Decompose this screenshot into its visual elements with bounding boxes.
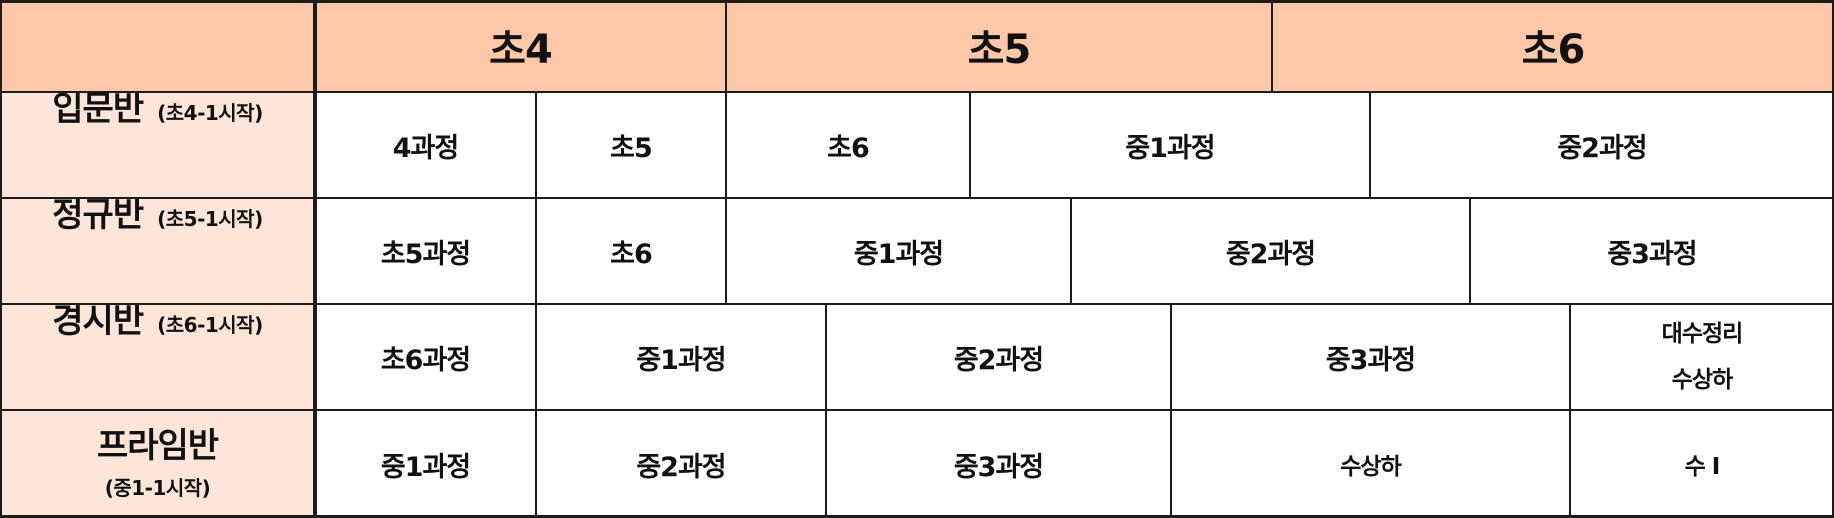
class-label-cell: 정규반 (초5-1시작) bbox=[0, 195, 315, 304]
grid-line bbox=[1170, 304, 1172, 410]
grid-line bbox=[725, 0, 727, 92]
class-label-cell: 프라임반 (중1-1시작) bbox=[0, 410, 315, 518]
course-cell: 중3과정 bbox=[826, 410, 1171, 518]
class-name: 경시반 bbox=[52, 301, 144, 341]
grid-line bbox=[535, 410, 537, 518]
course-cell: 초6 bbox=[536, 198, 726, 304]
grid-line bbox=[535, 304, 537, 410]
grid-line bbox=[1170, 410, 1172, 518]
grid-line bbox=[1271, 0, 1273, 92]
class-start-note: (초6-1시작) bbox=[157, 313, 263, 337]
grid-line bbox=[535, 92, 537, 198]
grid-line bbox=[1070, 198, 1072, 304]
course-cell: 중2과정 bbox=[826, 304, 1171, 410]
grid-line bbox=[825, 304, 827, 410]
grid-line bbox=[1569, 410, 1571, 518]
course-cell: 초6과정 bbox=[315, 304, 536, 410]
grid-line bbox=[825, 410, 827, 518]
class-label-cell: 경시반 (초6-1시작) bbox=[0, 301, 315, 410]
course-cell: 수상하 bbox=[1171, 410, 1570, 518]
course-cell: 중2과정 bbox=[536, 410, 826, 518]
header-corner-cell bbox=[0, 0, 315, 92]
grid-line bbox=[0, 0, 1834, 3]
class-name: 정규반 bbox=[52, 195, 144, 235]
course-cell: 중1과정 bbox=[726, 198, 1071, 304]
course-cell: 수 I bbox=[1570, 410, 1834, 518]
grid-line bbox=[1469, 198, 1471, 304]
class-start-note: (중1-1시작) bbox=[104, 476, 211, 501]
course-line: 대수정리 bbox=[1661, 321, 1744, 347]
course-cell: 4과정 bbox=[315, 92, 536, 198]
course-cell: 초6 bbox=[726, 92, 970, 198]
grid-line bbox=[1569, 304, 1571, 410]
course-cell: 초5 bbox=[536, 92, 726, 198]
course-cell: 중1과정 bbox=[970, 92, 1370, 198]
course-cell: 중2과정 bbox=[1370, 92, 1834, 198]
course-cell: 중1과정 bbox=[315, 410, 536, 518]
grid-line bbox=[725, 198, 727, 304]
grid-line bbox=[725, 92, 727, 198]
course-line: 수상하 bbox=[1671, 367, 1733, 393]
grid-line bbox=[313, 0, 317, 518]
grid-line bbox=[0, 515, 1834, 518]
class-start-note: (초4-1시작) bbox=[157, 101, 263, 125]
grid-line bbox=[969, 92, 971, 198]
course-cell: 중2과정 bbox=[1071, 198, 1470, 304]
grid-line bbox=[0, 0, 2, 518]
class-label-cell: 입문반 (초4-1시작) bbox=[0, 89, 315, 198]
grid-line bbox=[1832, 0, 1834, 518]
class-name: 프라임반 bbox=[96, 425, 219, 466]
grid-line bbox=[0, 197, 1834, 199]
grade-header-2: 초5 bbox=[726, 0, 1272, 92]
course-cell: 중3과정 bbox=[1171, 304, 1570, 410]
course-cell: 초5과정 bbox=[315, 198, 536, 304]
grid-line bbox=[0, 91, 1834, 93]
grid-line bbox=[1369, 92, 1371, 198]
grade-header-3: 초6 bbox=[1272, 0, 1834, 92]
grid-line bbox=[535, 198, 537, 304]
class-start-note: (초5-1시작) bbox=[157, 207, 263, 231]
grid-line bbox=[0, 409, 1834, 411]
course-cell: 중1과정 bbox=[536, 304, 826, 410]
grid-line bbox=[0, 303, 1834, 305]
grade-header-1: 초4 bbox=[315, 0, 726, 92]
class-name: 입문반 bbox=[52, 89, 144, 129]
course-cell: 중3과정 bbox=[1470, 198, 1834, 304]
